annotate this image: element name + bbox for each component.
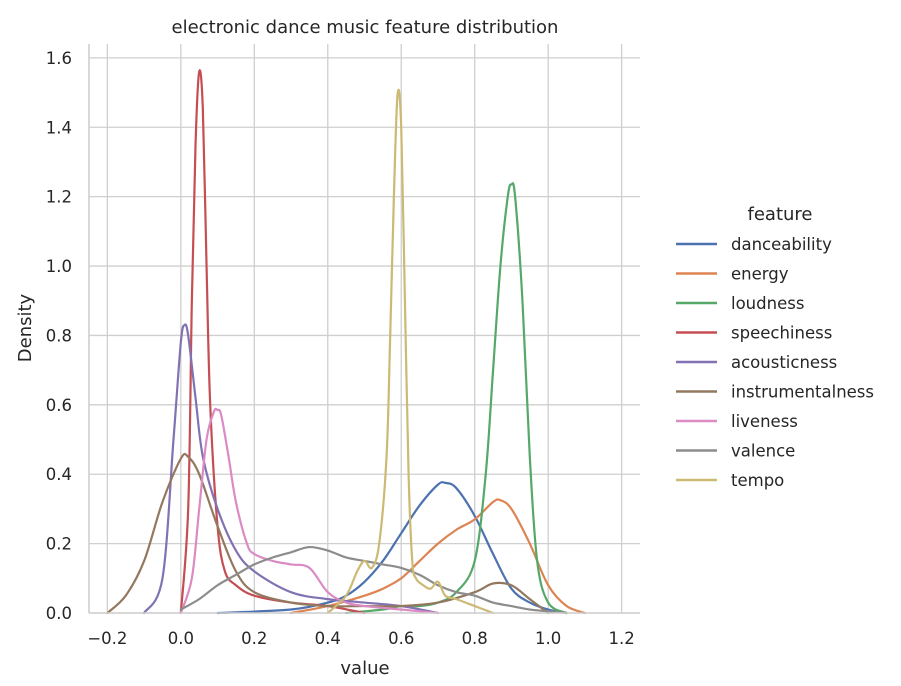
x-tick-label: −0.2 (87, 629, 127, 648)
series-line-liveness (179, 407, 440, 615)
legend-label-tempo: tempo (731, 471, 784, 490)
axes (88, 44, 640, 614)
y-tick-label: 0.4 (46, 465, 72, 484)
grid (89, 44, 640, 614)
series-line-danceability (216, 481, 568, 615)
y-tick-label: 0.2 (46, 535, 72, 554)
series-line-tempo (326, 88, 495, 615)
legend-label-valence: valence (731, 442, 795, 461)
legend-title: feature (748, 204, 813, 225)
legend-label-energy: energy (731, 265, 789, 284)
series-line-valence (179, 545, 568, 615)
x-tick-label: 0.6 (388, 629, 414, 648)
legend-label-danceability: danceability (731, 235, 832, 254)
series-line-energy (289, 498, 586, 615)
y-tick-label: 1.2 (46, 188, 72, 207)
chart-title: electronic dance music feature distribut… (172, 17, 559, 38)
legend-label-speechiness: speechiness (731, 324, 832, 343)
x-tick-label: 1.2 (609, 629, 635, 648)
y-axis-label: Density (15, 293, 36, 362)
y-tick-label: 1.4 (46, 118, 72, 137)
y-tick-label: 0.6 (46, 396, 72, 415)
series-line-speechiness (179, 69, 366, 615)
y-tick-label: 1.0 (46, 257, 72, 276)
y-tick-label: 0.8 (46, 326, 72, 345)
y-tick-label: 1.6 (46, 49, 72, 68)
legend: feature danceability energy loudness speech… (676, 204, 874, 490)
x-tick-label: 0.8 (462, 629, 488, 648)
x-tick-label: 0.4 (315, 629, 341, 648)
y-tick-label: 0.0 (46, 604, 72, 623)
x-axis-label: value (340, 658, 389, 679)
x-tick-label: 0.0 (168, 629, 194, 648)
series-line-instrumentalness (106, 452, 550, 615)
series-line-loudness (345, 182, 568, 615)
series-lines (106, 69, 586, 615)
legend-label-liveness: liveness (731, 412, 798, 431)
y-tick-labels: 0.0 0.2 0.4 0.6 0.8 1.0 1.2 1.4 1.6 (46, 49, 72, 623)
x-tick-labels: −0.2 0.0 0.2 0.4 0.6 0.8 1.0 1.2 (87, 629, 634, 648)
x-tick-label: 0.2 (241, 629, 267, 648)
x-tick-label: 1.0 (535, 629, 561, 648)
legend-label-acousticness: acousticness (731, 353, 837, 372)
legend-label-loudness: loudness (731, 294, 804, 313)
legend-label-instrumentalness: instrumentalness (731, 383, 874, 402)
